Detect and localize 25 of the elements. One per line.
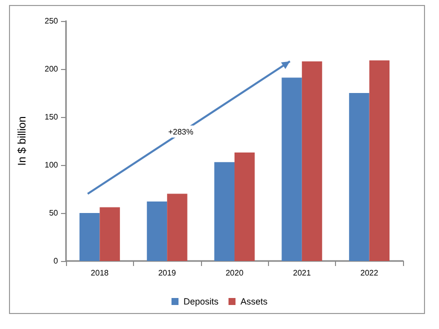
y-tick-label: 250 [44,16,59,26]
y-tick-label: 150 [44,112,59,122]
x-tick-label: 2022 [360,268,379,278]
annotation: +283% [168,128,194,137]
bar [146,201,168,261]
bar [79,213,100,261]
x-tick-label: 2021 [293,268,312,278]
x-tick-label: 2019 [158,268,177,278]
bar [369,60,390,261]
bar [234,152,255,261]
x-tick-label: 2018 [90,268,110,278]
bar [214,162,234,261]
bar [167,194,188,261]
bar [282,78,302,261]
y-tick-label: 0 [54,256,59,266]
bar [349,93,370,261]
bar [100,207,120,261]
y-axis-title: In $ billion [16,116,28,166]
x-tick-label: 2020 [226,268,244,278]
legend-label: Assets [240,296,268,306]
y-tick-label: 200 [44,64,59,74]
y-tick-label: 100 [44,160,59,170]
legend-label: Deposits [183,296,220,306]
bar [302,61,322,261]
y-tick-label: 50 [49,208,59,218]
